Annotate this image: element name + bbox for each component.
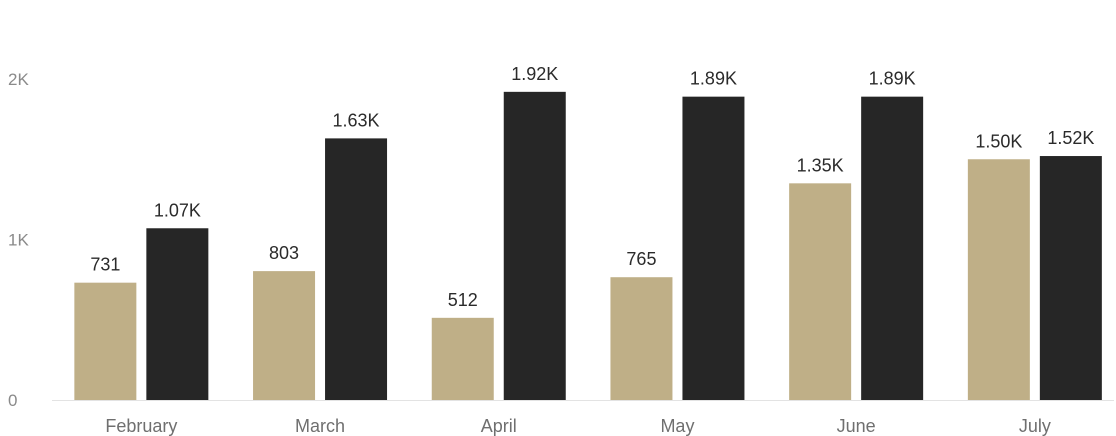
- data-label: 731: [90, 255, 120, 275]
- bar: [1039, 156, 1102, 400]
- x-tick-label: July: [1019, 416, 1051, 436]
- x-tick-label: June: [837, 416, 876, 436]
- data-labels-group: 731 1.07K 803 1.63K 512 1.92K 765 1.89K 1.35K 1.8…: [90, 64, 1094, 310]
- data-label: 1.50K: [975, 131, 1022, 151]
- bar: [146, 228, 209, 400]
- bar: [967, 159, 1030, 400]
- bar: [503, 91, 566, 400]
- x-axis: February March April May June July: [105, 416, 1051, 436]
- bar: [325, 138, 388, 400]
- data-label: 1.35K: [797, 155, 844, 175]
- x-tick-label: May: [660, 416, 694, 436]
- y-tick-label: 0: [8, 391, 17, 410]
- data-label: 1.07K: [154, 200, 201, 220]
- data-label: 1.89K: [869, 69, 916, 89]
- x-tick-label: April: [481, 416, 517, 436]
- x-tick-label: March: [295, 416, 345, 436]
- data-label: 765: [626, 249, 656, 269]
- data-label: 512: [448, 290, 478, 310]
- y-axis: 0 1K 2K: [8, 70, 29, 410]
- x-tick-label: February: [105, 416, 177, 436]
- y-tick-label: 1K: [8, 231, 29, 250]
- bar: [789, 183, 852, 400]
- bar: [610, 277, 673, 400]
- data-label: 803: [269, 243, 299, 263]
- bar: [861, 96, 924, 400]
- data-label: 1.89K: [690, 69, 737, 89]
- data-label: 1.52K: [1047, 128, 1094, 148]
- bar: [682, 96, 745, 400]
- bar: [253, 271, 316, 400]
- bar: [74, 282, 137, 400]
- data-label: 1.92K: [511, 64, 558, 84]
- bars-group: [74, 91, 1102, 400]
- y-tick-label: 2K: [8, 70, 29, 89]
- data-label: 1.63K: [333, 110, 380, 130]
- bar: [431, 317, 494, 400]
